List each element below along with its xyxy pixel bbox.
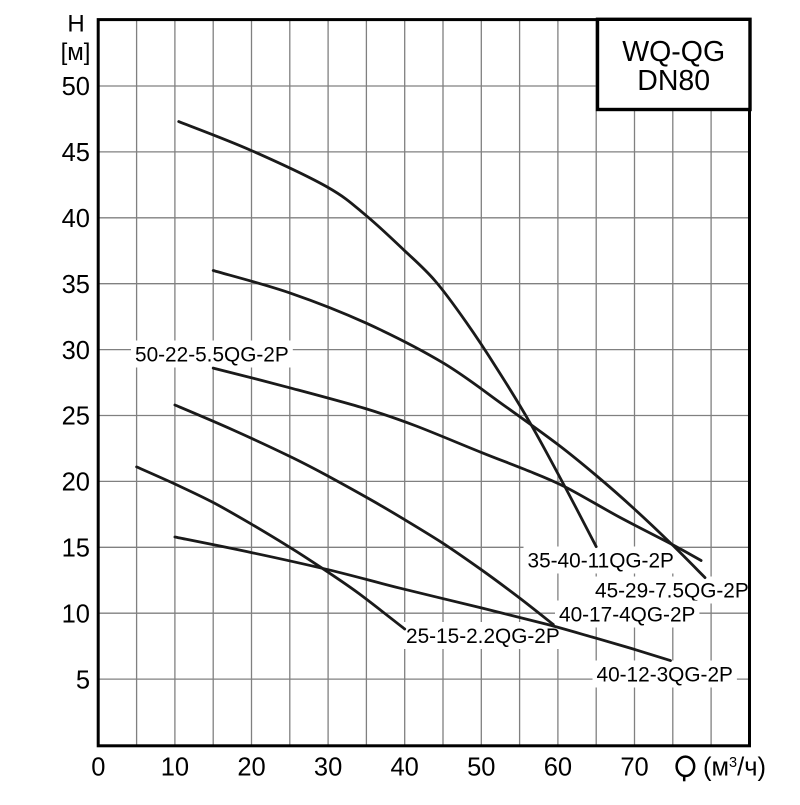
svg-text:20: 20 [237,754,265,782]
svg-text:45: 45 [62,139,90,167]
svg-text:45-29-7.5QG-2P: 45-29-7.5QG-2P [595,580,749,603]
svg-text:30: 30 [62,337,90,365]
svg-text:40-12-3QG-2P: 40-12-3QG-2P [597,664,733,687]
svg-text:10: 10 [161,754,189,782]
svg-text:[м]: [м] [61,39,91,66]
svg-text:70: 70 [620,754,648,782]
svg-text:40: 40 [391,754,419,782]
svg-text:50: 50 [62,73,90,101]
svg-text:WQ-QG: WQ-QG [622,36,725,68]
svg-text:10: 10 [62,600,90,628]
svg-text:0: 0 [91,754,105,782]
svg-text:15: 15 [62,535,90,563]
svg-text:40-17-4QG-2P: 40-17-4QG-2P [559,604,695,627]
svg-text:35: 35 [62,271,90,299]
svg-text:25: 25 [62,403,90,431]
svg-text:H: H [67,11,84,38]
svg-text:5: 5 [76,666,90,694]
svg-text:DN80: DN80 [637,65,710,97]
svg-text:30: 30 [314,754,342,782]
svg-text:20: 20 [62,469,90,497]
svg-text:35-40-11QG-2P: 35-40-11QG-2P [528,550,674,573]
svg-text:50-22-5.5QG-2P: 50-22-5.5QG-2P [135,344,289,367]
svg-text:40: 40 [62,205,90,233]
svg-text:60: 60 [544,754,572,782]
svg-text:50: 50 [467,754,495,782]
svg-text:25-15-2.2QG-2P: 25-15-2.2QG-2P [406,625,560,648]
